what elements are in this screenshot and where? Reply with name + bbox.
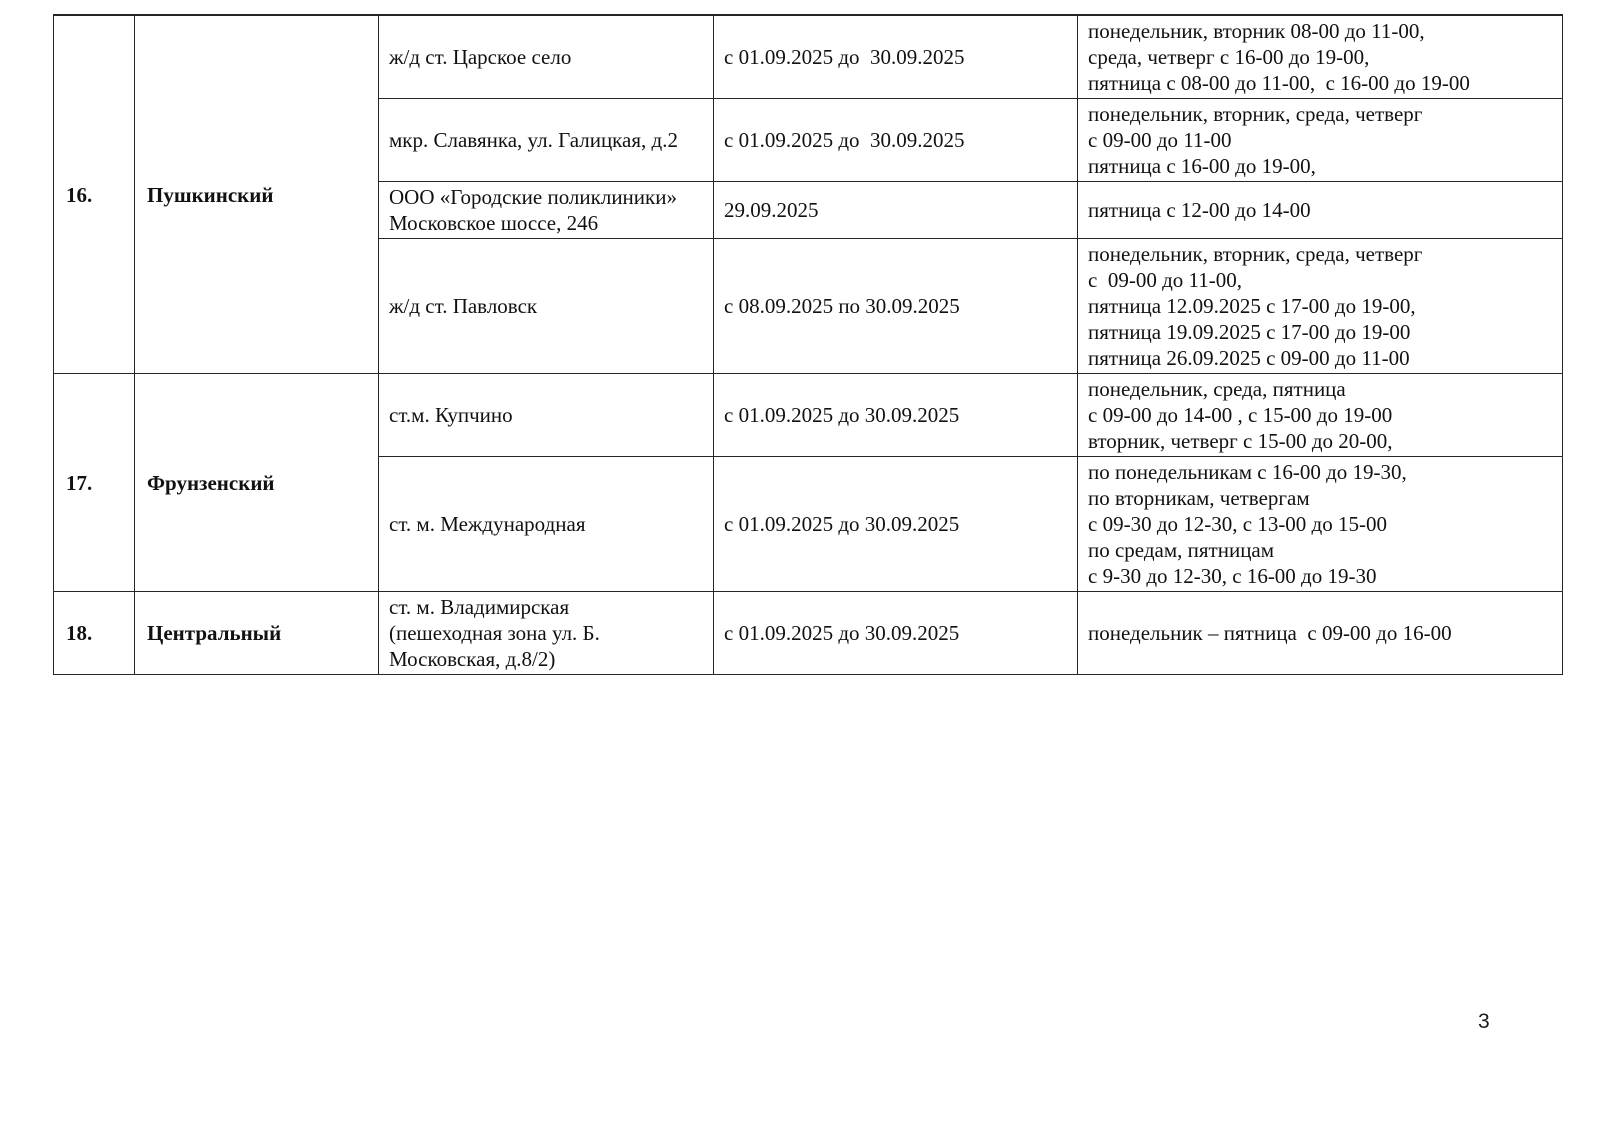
address-cell: ООО «Городские поликлиники» Московское ш… [378, 181, 714, 239]
row-number-cell: 16. [53, 14, 135, 374]
table-row: ж/д ст. Павловск с 08.09.2025 по 30.09.20… [54, 238, 1563, 374]
address-cell: ст. м. Владимирская (пешеходная зона ул.… [378, 591, 714, 675]
dates-cell: с 01.09.2025 до 30.09.2025 [713, 98, 1078, 182]
schedule-cell: пятница с 12-00 до 14-00 [1077, 181, 1563, 239]
dates-cell: с 01.09.2025 до 30.09.2025 [713, 591, 1078, 675]
district-cell: Центральный [134, 591, 379, 675]
dates-cell: 29.09.2025 [713, 181, 1078, 239]
dates-cell: с 08.09.2025 по 30.09.2025 [713, 238, 1078, 374]
address-cell: мкр. Славянка, ул. Галицкая, д.2 [378, 98, 714, 182]
schedule-cell: понедельник – пятница с 09-00 до 16-00 [1077, 591, 1563, 675]
row-number-cell: 17. [53, 373, 135, 592]
address-cell: ст.м. Купчино [378, 373, 714, 457]
table-row: 18. Центральный ст. м. Владимирская (пешех… [53, 591, 1563, 675]
schedule-cell: понедельник, вторник, среда, четверг с 0… [1077, 98, 1563, 182]
dates-cell: с 01.09.2025 до 30.09.2025 [713, 373, 1078, 457]
table-row: 17. Фрунзенский ст.м. Купчино с 01.09.2025 … [53, 373, 1563, 592]
schedule-cell: понедельник, вторник, среда, четверг с 0… [1077, 238, 1563, 374]
row-number-cell: 18. [53, 591, 135, 675]
table-row: 16. Пушкинский ж/д ст. Царское село с 01.09… [53, 14, 1563, 374]
district-cell: Пушкинский [134, 14, 379, 374]
page-number: 3 [1478, 1010, 1490, 1033]
dates-cell: с 01.09.2025 до 30.09.2025 [713, 14, 1078, 99]
address-cell: ст. м. Международная [378, 456, 714, 592]
district-schedule-table: 16. Пушкинский ж/д ст. Царское село с 01.09… [53, 14, 1563, 675]
dates-cell: с 01.09.2025 до 30.09.2025 [713, 456, 1078, 592]
schedule-cell: понедельник, вторник 08-00 до 11-00, сре… [1077, 14, 1563, 99]
table-row: ООО «Городские поликлиники» Московское ш… [54, 181, 1563, 239]
table-row: мкр. Славянка, ул. Галицкая, д.2 с 01.09.… [54, 98, 1563, 182]
address-cell: ж/д ст. Царское село [378, 14, 714, 99]
schedule-cell: по понедельникам с 16-00 до 19-30, по вт… [1077, 456, 1563, 592]
district-cell: Фрунзенский [134, 373, 379, 592]
table-row: ст. м. Международная с 01.09.2025 до 30.0… [54, 456, 1563, 592]
schedule-cell: понедельник, среда, пятница с 09-00 до 1… [1077, 373, 1563, 457]
address-cell: ж/д ст. Павловск [378, 238, 714, 374]
